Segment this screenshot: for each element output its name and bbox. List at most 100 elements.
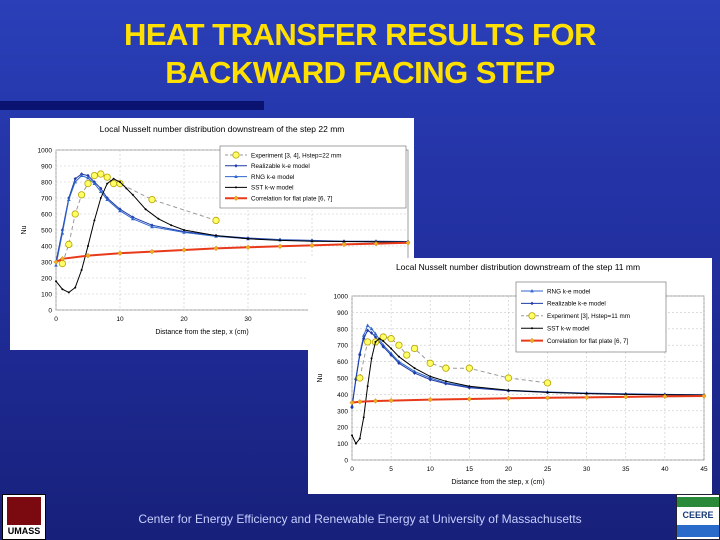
data-point (67, 197, 71, 201)
data-point (395, 341, 403, 349)
data-point (277, 243, 283, 250)
data-point (382, 340, 385, 343)
data-point (157, 217, 160, 220)
umass-logo-text: UMASS (7, 526, 41, 536)
data-point (372, 398, 378, 404)
data-point (232, 151, 240, 159)
data-point (55, 280, 57, 283)
data-point (354, 442, 357, 445)
x-tick-label: 30 (244, 316, 252, 323)
data-point (350, 405, 354, 410)
title-underline-bar (0, 101, 264, 110)
y-tick-label: 1000 (38, 148, 53, 155)
x-tick-label: 20 (505, 466, 513, 473)
y-tick-label: 500 (41, 228, 52, 235)
data-point (110, 179, 118, 188)
data-point (279, 239, 281, 242)
data-point (584, 394, 590, 401)
data-point (662, 393, 668, 400)
data-point (397, 355, 400, 358)
data-point (351, 434, 353, 437)
data-point (505, 395, 511, 402)
x-tick-label: 0 (54, 316, 58, 323)
data-point (465, 364, 473, 372)
data-point (144, 208, 147, 211)
data-point (410, 344, 419, 353)
y-tick-label: 600 (337, 359, 348, 366)
data-point (80, 269, 83, 271)
data-point (528, 312, 536, 320)
data-point (73, 177, 77, 181)
y-tick-label: 200 (337, 425, 348, 432)
data-point (623, 394, 629, 400)
umass-logo: UMASS (2, 494, 46, 540)
data-point (531, 327, 533, 330)
legend-label: Experiment [3], Hstep=11 mm (547, 313, 630, 320)
data-point (86, 173, 90, 178)
series-2 (356, 333, 552, 387)
ceere-logo-band-green (677, 497, 719, 507)
data-point (245, 244, 251, 250)
y-axis-label: Nu (317, 373, 324, 382)
data-point (212, 216, 220, 225)
chart-title: Local Nusselt number distribution downst… (100, 124, 345, 134)
legend-label: RNG k-e model (251, 174, 294, 181)
data-point (545, 395, 551, 401)
data-point (112, 177, 115, 180)
data-point (585, 392, 588, 395)
data-point (403, 351, 411, 359)
data-point (466, 396, 472, 402)
footer-text: Center for Energy Efficiency and Renewab… (138, 512, 582, 526)
y-tick-label: 0 (344, 458, 348, 465)
x-tick-label: 20 (180, 316, 188, 323)
y-tick-label: 400 (337, 392, 348, 399)
legend-label: Experiment [3, 4], Hstep=22 mm (251, 152, 341, 159)
data-point (362, 416, 365, 419)
series-4 (53, 240, 411, 265)
data-point (59, 256, 65, 262)
series-4 (349, 393, 707, 406)
data-point (74, 286, 77, 289)
data-point (504, 374, 513, 382)
y-tick-label: 900 (41, 164, 52, 171)
data-point (373, 240, 379, 247)
ceere-logo: CEERE (676, 494, 720, 540)
data-point (388, 397, 394, 404)
x-tick-label: 10 (116, 316, 124, 323)
data-point (233, 195, 239, 201)
x-axis-label: Distance from the step, x (cm) (451, 479, 544, 486)
x-tick-label: 5 (389, 466, 393, 473)
data-point (427, 396, 433, 403)
series-3 (351, 337, 705, 445)
chart-11mm-svg: Local Nusselt number distribution downst… (317, 262, 708, 486)
data-point (79, 173, 84, 177)
legend-label: Correlation for flat plate [6, 7] (547, 338, 628, 345)
data-point (84, 179, 92, 188)
data-point (309, 242, 315, 249)
data-point (543, 379, 552, 387)
legend-box (219, 145, 407, 209)
data-point (530, 289, 534, 293)
x-axis-label: Distance from the step, x (cm) (155, 329, 248, 336)
data-point (442, 364, 450, 372)
data-point (467, 386, 471, 390)
y-tick-label: 200 (41, 276, 52, 283)
data-point (366, 385, 369, 388)
data-point (99, 189, 103, 193)
data-point (90, 171, 99, 180)
data-point (387, 335, 395, 343)
data-point (183, 229, 185, 231)
data-point (149, 248, 155, 255)
data-point (53, 259, 59, 265)
data-point (125, 187, 128, 190)
data-point (54, 263, 58, 267)
ceere-logo-band-blue (677, 525, 719, 537)
data-point (349, 399, 355, 406)
data-point (390, 347, 393, 350)
y-tick-label: 600 (41, 212, 52, 219)
data-point (99, 197, 102, 199)
data-point (364, 338, 372, 346)
ceere-logo-text: CEERE (682, 510, 714, 520)
umass-logo-mark (7, 497, 41, 525)
title-line-2: BACKWARD FACING STEP (165, 55, 555, 90)
